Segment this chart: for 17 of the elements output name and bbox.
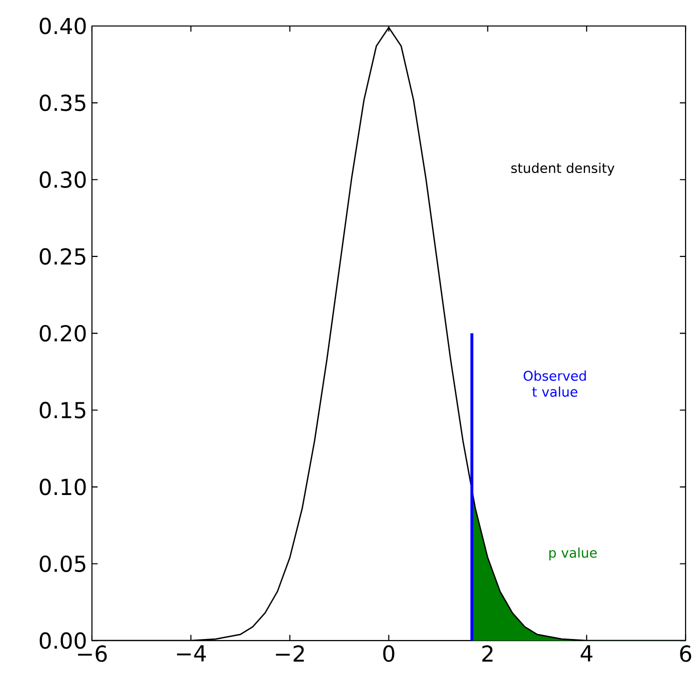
y-tick-label: 0.20	[40, 325, 86, 342]
y-tick-label: 0.35	[40, 94, 86, 112]
text: Observed t value	[524, 370, 586, 398]
x-tick-label: −2	[276, 646, 304, 662]
y-tick-label: 0.10	[40, 478, 86, 496]
x-tick-label: 4	[580, 646, 592, 662]
x-tick-label: 2	[482, 646, 492, 662]
text: student density	[511, 162, 614, 176]
x-tick-label: 6	[680, 646, 692, 662]
y-tick-label: 0.15	[40, 402, 86, 419]
x-tick-label: 0	[383, 646, 394, 662]
y-tick-label: 0.25	[40, 248, 86, 265]
y-tick-label: 0.05	[40, 556, 86, 572]
text: p value	[549, 548, 597, 561]
x-tick-label: −4	[177, 646, 206, 662]
y-tick-label: 0.40	[40, 18, 86, 35]
y-tick-label: 0.30	[40, 172, 86, 188]
